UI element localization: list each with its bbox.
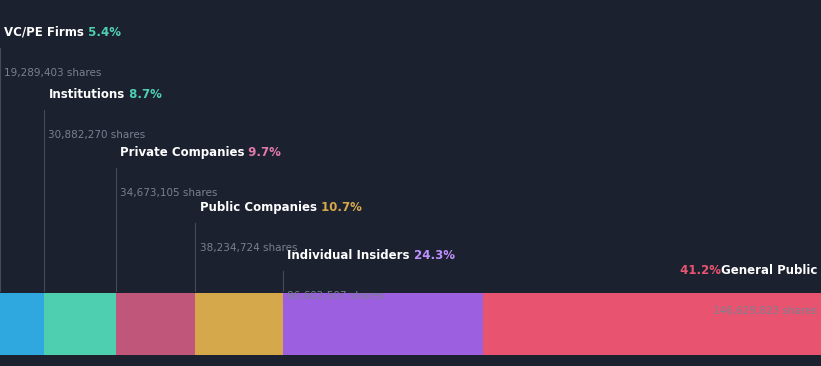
Bar (116, 293, 195, 355)
Bar (483, 293, 821, 355)
Text: 8.7%: 8.7% (125, 88, 162, 101)
Bar (0, 293, 44, 355)
Text: 41.2%: 41.2% (676, 264, 721, 277)
Text: Private Companies: Private Companies (120, 146, 245, 160)
Text: Individual Insiders: Individual Insiders (287, 249, 410, 262)
Text: 5.4%: 5.4% (84, 26, 121, 39)
Text: 30,882,270 shares: 30,882,270 shares (48, 130, 145, 140)
Text: 19,289,403 shares: 19,289,403 shares (4, 68, 102, 78)
Text: 9.7%: 9.7% (245, 146, 282, 160)
Text: 24.3%: 24.3% (410, 249, 455, 262)
Text: Institutions: Institutions (48, 88, 125, 101)
Text: VC/PE Firms: VC/PE Firms (4, 26, 84, 39)
Text: Public Companies: Public Companies (200, 201, 317, 214)
Text: 34,673,105 shares: 34,673,105 shares (120, 188, 218, 198)
Text: 38,234,724 shares: 38,234,724 shares (200, 243, 297, 253)
Text: 10.7%: 10.7% (317, 201, 361, 214)
Bar (283, 293, 483, 355)
Bar (44, 293, 116, 355)
Bar (195, 293, 283, 355)
Text: General Public: General Public (721, 264, 817, 277)
Text: 86,602,507 shares: 86,602,507 shares (287, 291, 384, 301)
Text: 146,629,823 shares: 146,629,823 shares (713, 306, 817, 315)
